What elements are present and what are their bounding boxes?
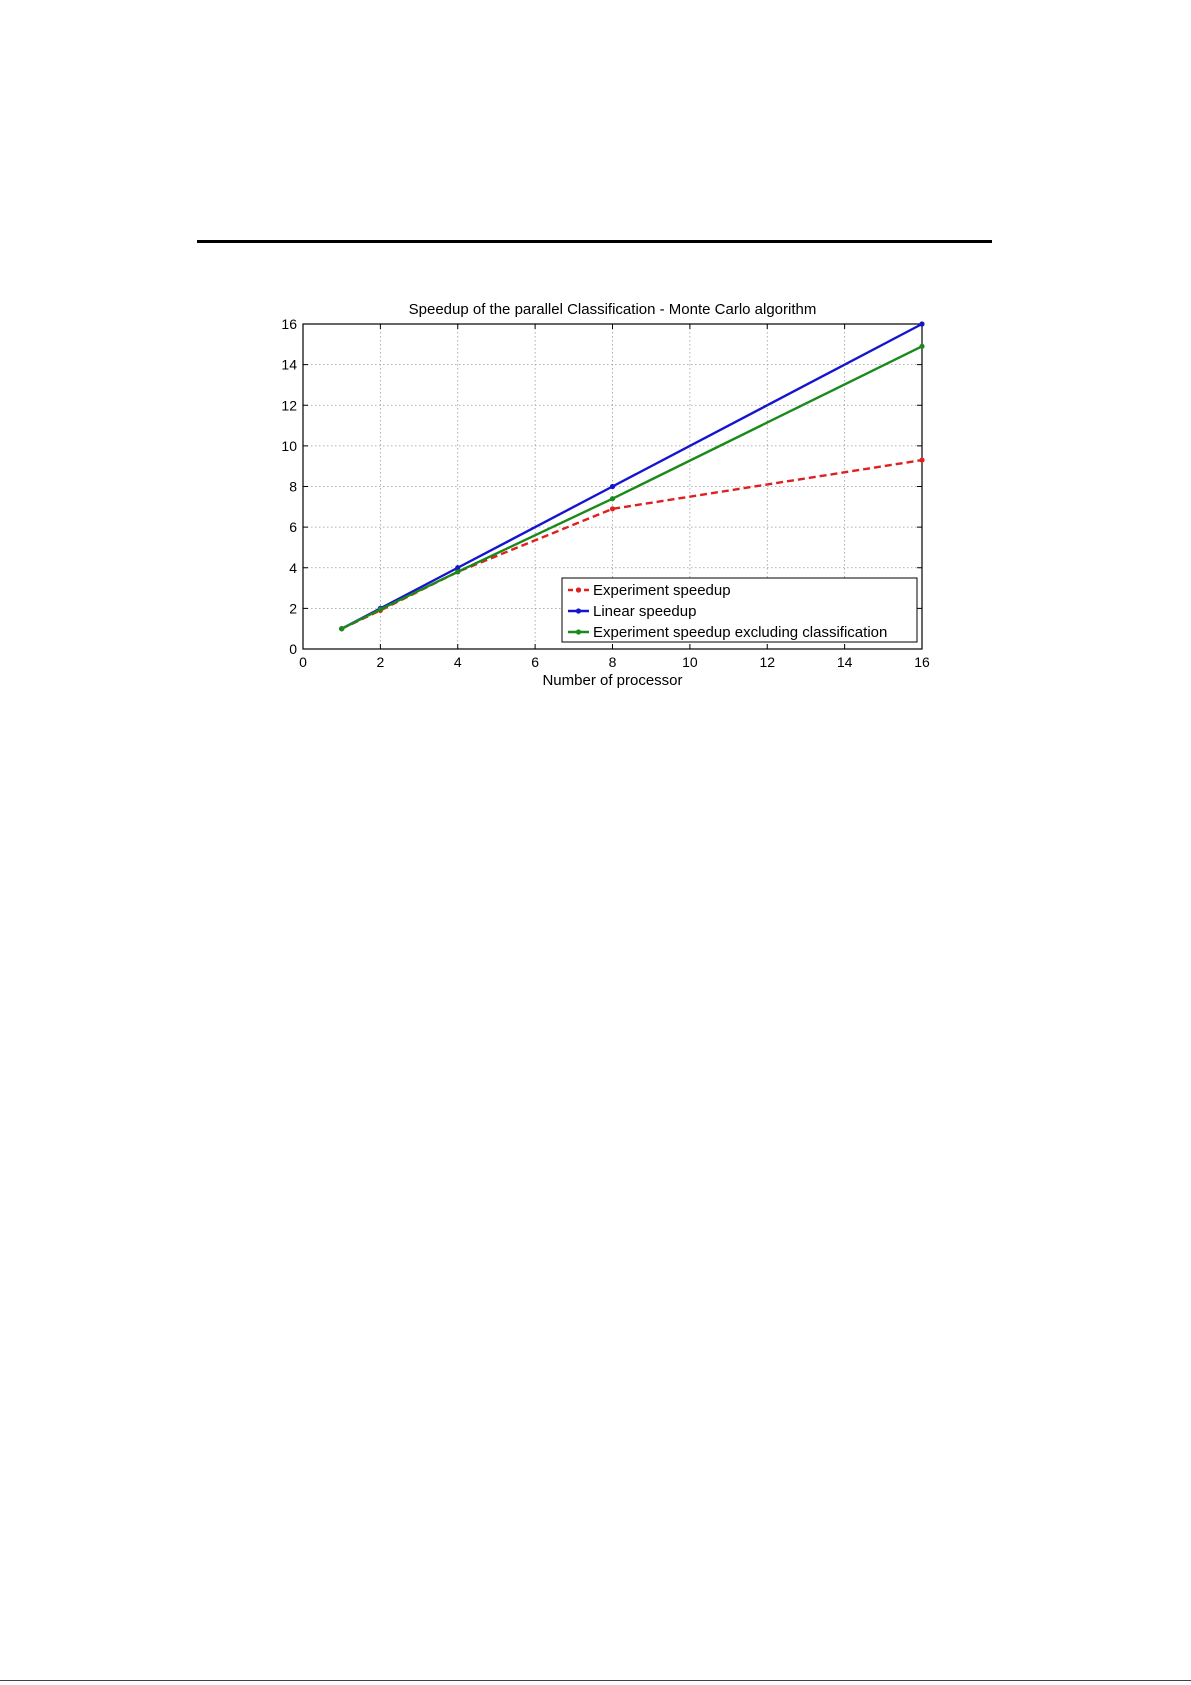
y-tick-label: 14	[281, 357, 297, 373]
y-tick-label: 2	[289, 600, 297, 616]
series-3-point	[377, 606, 383, 612]
series-3-point	[339, 626, 345, 632]
series-3-point	[455, 569, 461, 575]
x-tick-label: 0	[299, 654, 307, 670]
x-tick-label: 16	[914, 654, 930, 670]
legend-marker-3	[575, 629, 582, 635]
x-tick-label: 8	[609, 654, 617, 670]
y-tick-label: 10	[281, 438, 297, 454]
legend: Experiment speedup Linear speedup Experime…	[561, 577, 918, 643]
x-tick-label: 10	[682, 654, 698, 670]
y-tick-label: 16	[281, 316, 297, 332]
x-axis-label: Number of processor	[542, 672, 682, 689]
bottom-rule	[0, 1680, 1191, 1681]
x-tick-label: 6	[531, 654, 539, 670]
y-tick-label: 0	[289, 641, 297, 657]
series-3-point	[609, 496, 616, 502]
legend-label-2: Linear speedup	[593, 603, 696, 620]
x-tick-label: 2	[376, 654, 384, 670]
y-tick-label: 4	[289, 560, 297, 576]
chart-title: Speedup of the parallel Classification -…	[409, 301, 817, 318]
series-2-point	[609, 483, 616, 490]
legend-box	[561, 577, 918, 643]
series-1-point	[919, 457, 925, 463]
y-tick-label: 6	[289, 519, 297, 535]
x-tick-label: 4	[454, 654, 462, 670]
axis-ticks: 0 2 4 6 8 10 12 14 16 0 2 4 6 8 10 12 14 16	[281, 316, 930, 670]
legend-label-1: Experiment speedup	[593, 582, 731, 599]
series-lines	[339, 321, 925, 632]
x-tick-label: 14	[837, 654, 853, 670]
series-2-point	[919, 321, 925, 327]
series-2-point	[455, 565, 461, 571]
x-tick-label: 12	[759, 654, 775, 670]
y-tick-label: 12	[281, 397, 297, 413]
y-tick-label: 8	[289, 479, 297, 495]
series-1-point	[609, 506, 616, 512]
top-rule	[197, 240, 992, 243]
series-3-point	[919, 343, 925, 349]
legend-marker-1	[575, 587, 582, 593]
legend-marker-2	[575, 608, 582, 614]
legend-label-3: Experiment speedup excluding classificat…	[593, 624, 887, 641]
